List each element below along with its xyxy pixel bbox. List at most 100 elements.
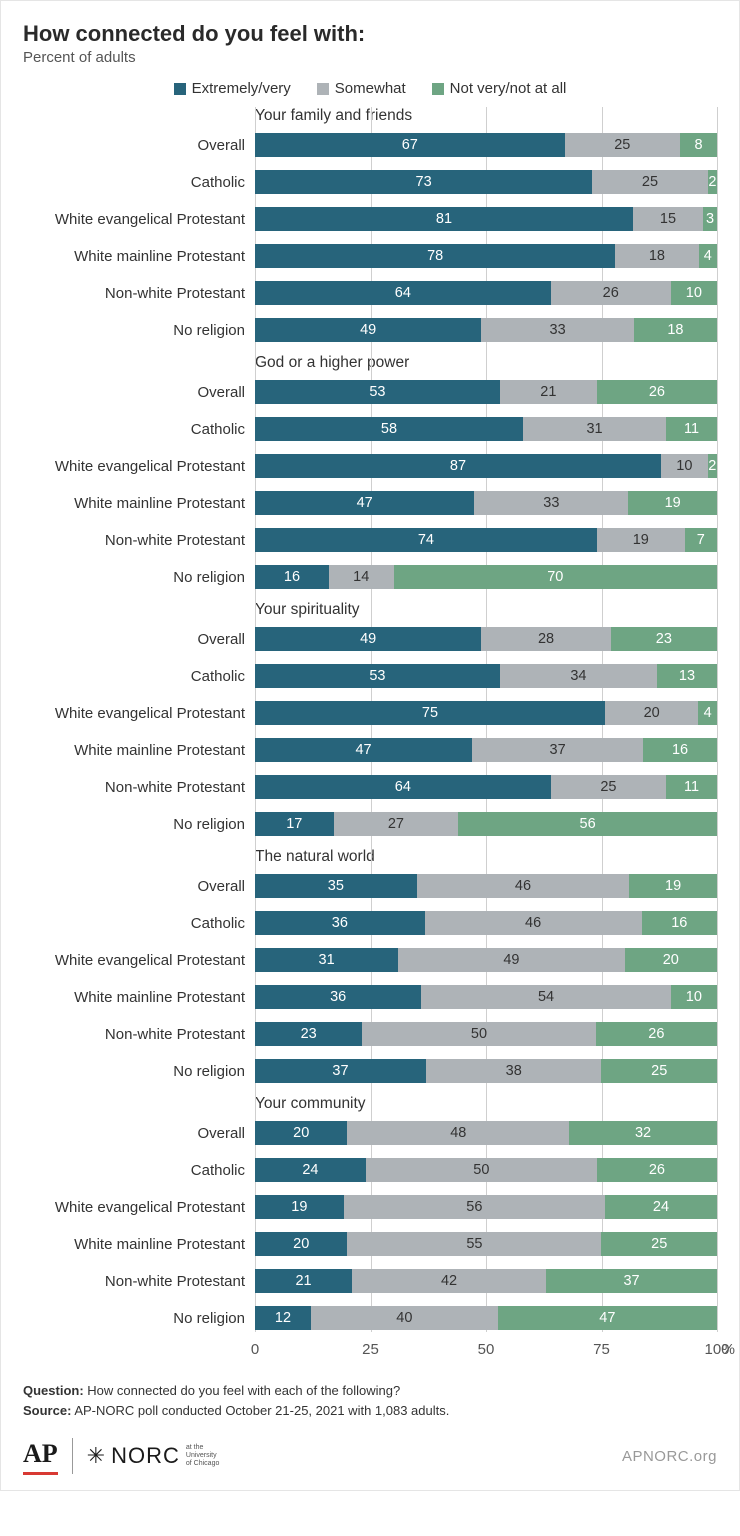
norc-star-icon: ✳ [87,1443,105,1469]
footer-notes: Question: How connected do you feel with… [23,1381,717,1420]
bar-row: Non-white Protestant74197 [23,526,717,554]
bar-segment: 25 [601,1059,717,1083]
bar-track: 473716 [255,738,717,762]
bar-track: 583111 [255,417,717,441]
row-label: White evangelical Protestant [23,705,255,722]
legend-label: Somewhat [335,80,406,97]
bar-segment: 53 [255,664,500,688]
bar-track: 205525 [255,1232,717,1256]
row-label: Catholic [23,1162,255,1179]
bar-row: Catholic583111 [23,415,717,443]
chart-title: How connected do you feel with: [23,21,717,47]
bar-segment: 37 [472,738,643,762]
bar-segment: 37 [546,1269,717,1293]
bar-segment: 10 [661,454,708,478]
bar-track: 533413 [255,664,717,688]
bar-segment: 14 [329,565,394,589]
bar-segment: 78 [255,244,615,268]
source-label: Source: [23,1403,71,1418]
row-label: White mainline Protestant [23,248,255,265]
bar-segment: 2 [708,454,717,478]
bar-segment: 15 [633,207,703,231]
bar-segment: 31 [255,948,398,972]
bar-row: Overall204832 [23,1119,717,1147]
bar-track: 74197 [255,528,717,552]
bar-row: No religion161470 [23,563,717,591]
bar-segment: 47 [255,491,474,515]
logo-row: AP ✳ NORC at the University of Chicago A… [23,1438,717,1474]
axis-tick: 75 [593,1341,610,1358]
row-label: Non-white Protestant [23,1026,255,1043]
row-label: No religion [23,1310,255,1327]
bar-segment: 46 [417,874,630,898]
bar-segment: 20 [625,948,717,972]
bar-track: 214237 [255,1269,717,1293]
bar-segment: 67 [255,133,565,157]
bar-segment: 19 [597,528,685,552]
bar-segment: 16 [643,738,717,762]
bar-segment: 74 [255,528,597,552]
question-text: How connected do you feel with each of t… [87,1383,400,1398]
bar-segment: 55 [347,1232,601,1256]
row-label: White evangelical Protestant [23,211,255,228]
bar-segment: 23 [611,627,717,651]
bar-segment: 20 [255,1121,347,1145]
bar-segment: 18 [615,244,698,268]
bar-track: 642610 [255,281,717,305]
bar-segment: 17 [255,812,334,836]
bar-segment: 16 [642,911,717,935]
panel-title: God or a higher power [23,354,717,372]
row-label: Non-white Protestant [23,285,255,302]
axis-tick: 25 [362,1341,379,1358]
bar-track: 373825 [255,1059,717,1083]
legend-swatch [317,83,329,95]
bar-segment: 81 [255,207,633,231]
row-label: Overall [23,1125,255,1142]
bar-segment: 4 [698,701,717,725]
bar-row: Non-white Protestant642610 [23,279,717,307]
bar-segment: 12 [255,1306,311,1330]
row-label: Catholic [23,668,255,685]
row-label: Overall [23,137,255,154]
bar-row: Non-white Protestant642511 [23,773,717,801]
bar-segment: 38 [426,1059,602,1083]
bar-track: 314920 [255,948,717,972]
bar-segment: 48 [347,1121,569,1145]
bar-row: No religion373825 [23,1057,717,1085]
bar-segment: 42 [352,1269,546,1293]
bar-row: Catholic364616 [23,909,717,937]
row-label: Catholic [23,174,255,191]
bar-track: 78184 [255,244,717,268]
bar-segment: 47 [255,738,472,762]
bar-segment: 27 [334,812,459,836]
bar-row: No religion124047 [23,1304,717,1332]
bar-track: 87102 [255,454,717,478]
bar-track: 204832 [255,1121,717,1145]
bar-segment: 49 [255,318,481,342]
legend-swatch [174,83,186,95]
bar-track: 364616 [255,911,717,935]
bar-segment: 24 [605,1195,717,1219]
bar-row: Overall492823 [23,625,717,653]
bar-track: 81153 [255,207,717,231]
bar-segment: 73 [255,170,592,194]
legend-label: Extremely/very [192,80,291,97]
bar-segment: 16 [255,565,329,589]
row-label: White mainline Protestant [23,495,255,512]
bar-row: White evangelical Protestant195624 [23,1193,717,1221]
row-label: White mainline Protestant [23,989,255,1006]
bar-segment: 23 [255,1022,362,1046]
bar-segment: 36 [255,985,421,1009]
legend-item: Not very/not at all [432,80,567,97]
x-axis: 0255075100% [255,1341,717,1367]
bar-segment: 32 [569,1121,717,1145]
bar-track: 642511 [255,775,717,799]
bar-segment: 33 [474,491,628,515]
bar-track: 235026 [255,1022,717,1046]
bar-segment: 64 [255,281,551,305]
bar-segment: 19 [628,491,717,515]
bar-track: 172756 [255,812,717,836]
bar-track: 354619 [255,874,717,898]
bar-segment: 36 [255,911,425,935]
bar-segment: 3 [703,207,717,231]
